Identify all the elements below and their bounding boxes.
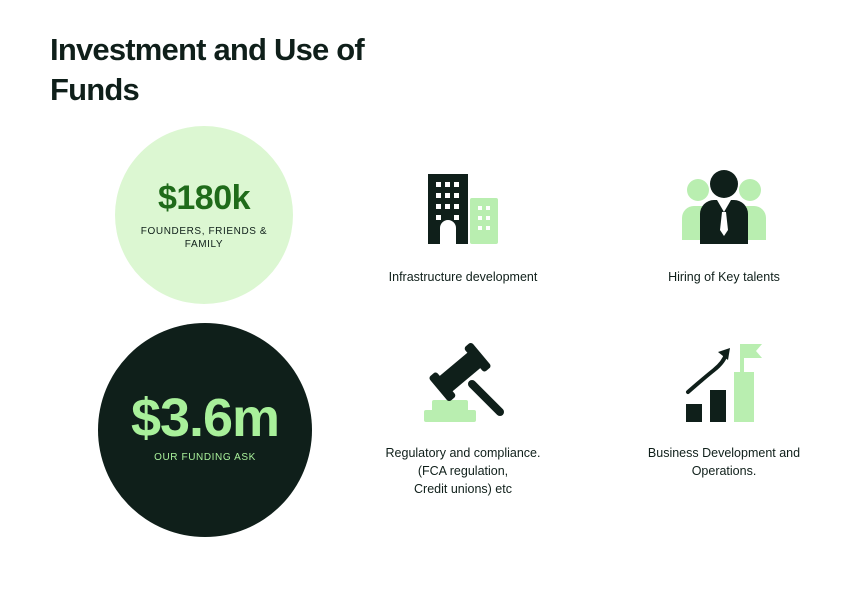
growth-chart-icon (686, 344, 762, 422)
use-label-infrastructure: Infrastructure development (388, 270, 538, 284)
funding-circle-ask: $3.6m OUR FUNDING ASK (98, 323, 312, 537)
team-icon (682, 170, 766, 244)
page-title: Investment and Use of Funds (50, 32, 365, 107)
building-icon (428, 174, 498, 244)
use-label-hiring: Hiring of Key talents (668, 270, 780, 284)
gavel-icon (424, 342, 504, 422)
funding-circle-ffs: $180k FOUNDERS, FRIENDS & FAMILY (115, 126, 293, 304)
use-label-regulatory: Regulatory and compliance. (FCA regulati… (385, 446, 541, 496)
ask-amount: $3.6m (130, 387, 280, 448)
use-label-business-dev: Business Development and Operations. (647, 446, 801, 478)
ffs-amount: $180k (157, 179, 251, 217)
ffs-caption: FOUNDERS, FRIENDS & FAMILY (140, 226, 268, 250)
ask-caption: OUR FUNDING ASK (154, 451, 256, 463)
